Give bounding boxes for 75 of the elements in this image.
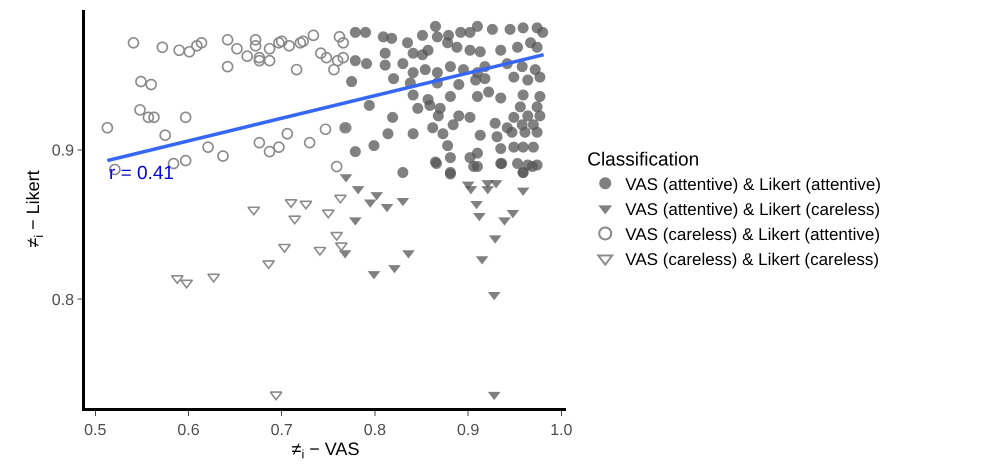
point [191, 40, 203, 52]
point [222, 60, 234, 72]
point [184, 46, 196, 58]
point [334, 31, 346, 43]
point [254, 52, 266, 64]
point [330, 160, 342, 172]
point [142, 112, 154, 124]
point [294, 36, 306, 49]
point [283, 40, 295, 52]
point [320, 123, 332, 136]
point [273, 141, 285, 153]
x-tick-label: 0.5 [84, 422, 106, 439]
point [276, 36, 288, 48]
point [135, 76, 147, 88]
legend-label: VAS (careless) & Likert (attentive) [625, 225, 880, 244]
point [170, 275, 184, 284]
point [290, 64, 302, 76]
point [207, 274, 220, 283]
point [334, 194, 347, 204]
point [315, 47, 327, 60]
legend-label: VAS (attentive) & Likert (attentive) [625, 174, 881, 194]
point [270, 391, 283, 400]
point [250, 34, 262, 46]
point [159, 129, 171, 142]
point [320, 52, 332, 64]
point [313, 246, 326, 256]
x-axis-title: ≠$_{i}$ − VAS [292, 438, 360, 462]
point [156, 41, 168, 54]
point [284, 198, 298, 208]
point [134, 104, 146, 116]
point [334, 242, 348, 252]
point [196, 36, 208, 49]
point [281, 128, 294, 140]
point [337, 52, 350, 64]
point [180, 112, 192, 124]
x-tick-label: 0.7 [270, 422, 293, 439]
point [241, 50, 253, 62]
point [145, 78, 157, 90]
point [231, 42, 243, 55]
point [180, 279, 194, 289]
point [102, 122, 114, 134]
point [254, 136, 266, 148]
legend-label: VAS (careless) & Likert (careless) [625, 250, 880, 270]
x-tick-label: 0.8 [364, 422, 386, 439]
annotation: r = 0.41 [109, 163, 174, 184]
point [173, 44, 185, 56]
point [297, 36, 309, 48]
point [202, 141, 214, 153]
point [222, 34, 234, 46]
point [262, 260, 276, 270]
point [247, 206, 260, 216]
x-tick-label: 0.6 [177, 422, 200, 439]
x-tick-label: 1.0 [550, 422, 573, 439]
point [254, 54, 266, 66]
legend-label: VAS (attentive) & Likert (careless) [625, 200, 880, 219]
point [288, 215, 302, 224]
point [264, 42, 276, 55]
point [264, 54, 276, 66]
point [273, 36, 285, 49]
legend-title: Classification [587, 150, 700, 171]
point [337, 36, 350, 49]
point [308, 30, 320, 42]
point [332, 54, 344, 66]
point [148, 112, 160, 124]
point [128, 36, 140, 49]
point [264, 146, 276, 158]
point [304, 136, 316, 148]
point [180, 154, 192, 166]
x-tick-label: 0.9 [456, 422, 480, 439]
point [217, 150, 229, 162]
point [328, 64, 340, 76]
point [250, 40, 262, 52]
point [330, 232, 344, 241]
point [322, 209, 335, 219]
point [299, 200, 312, 210]
